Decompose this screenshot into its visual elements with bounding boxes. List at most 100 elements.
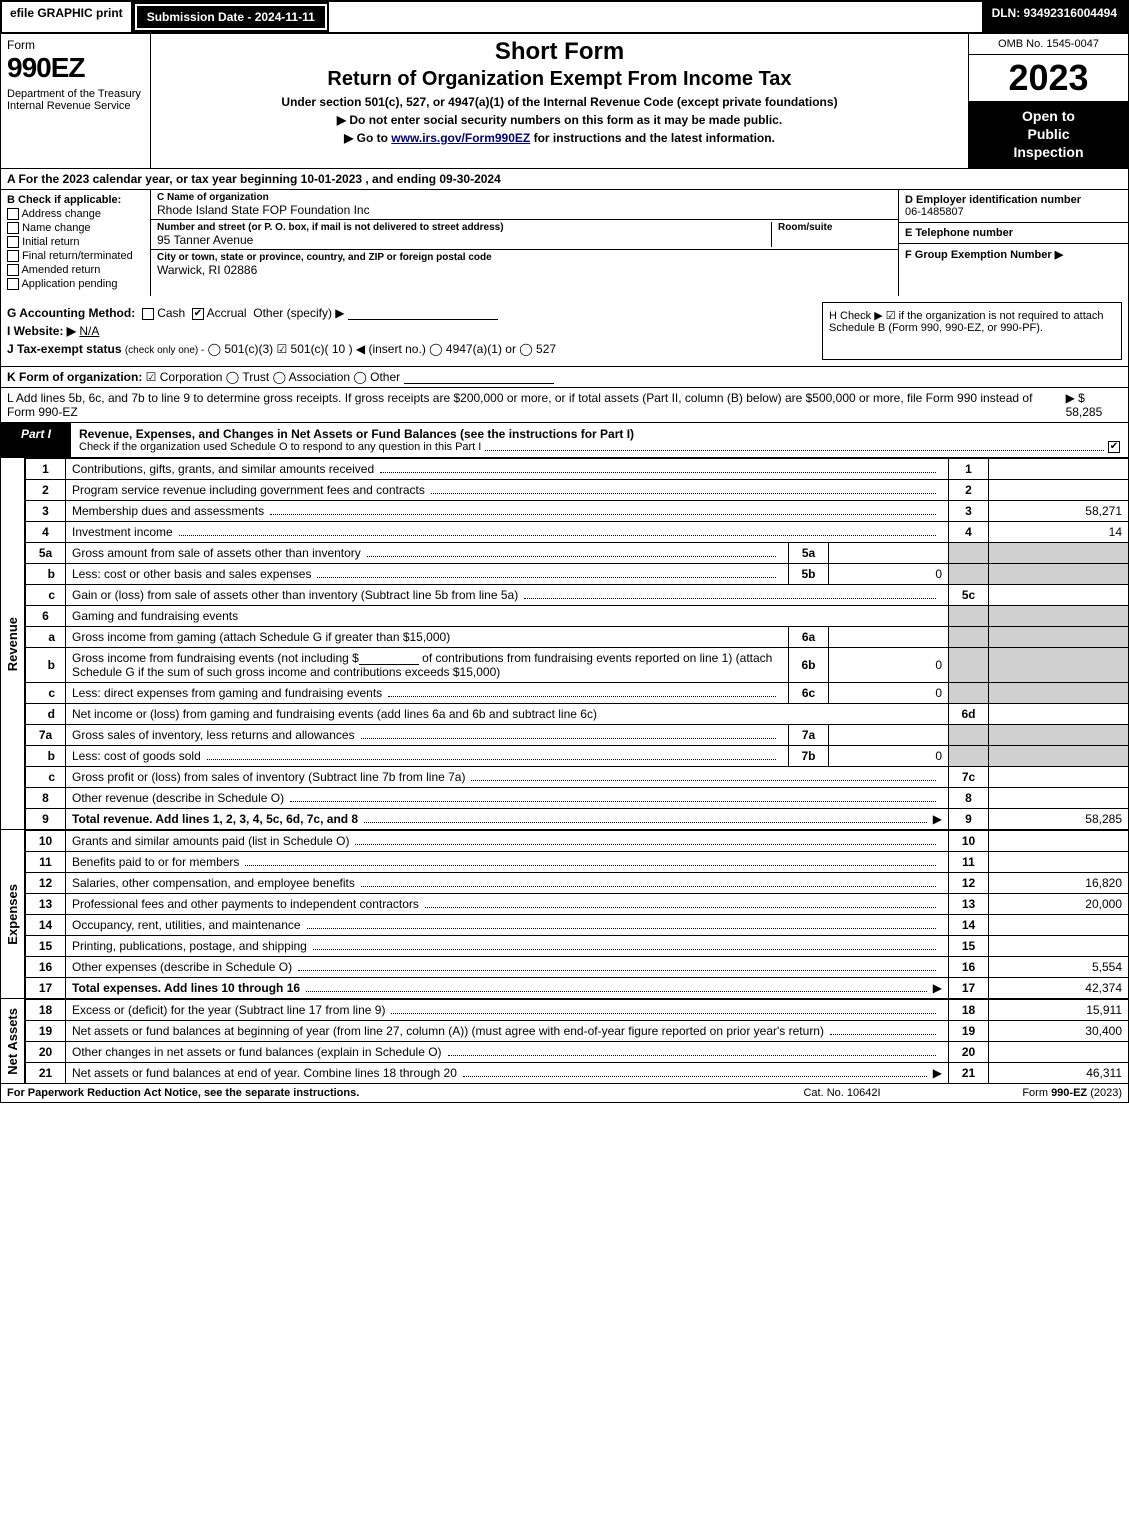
j-opts: ◯ 501(c)(3) ☑ 501(c)( 10 ) ◀ (insert no.…	[208, 342, 556, 356]
open-to-public: Open to Public Inspection	[969, 101, 1128, 168]
line-12: 12 Salaries, other compensation, and emp…	[26, 873, 1129, 894]
chk-cash[interactable]	[142, 308, 154, 320]
line-3: 3 Membership dues and assessments 3 58,2…	[26, 501, 1129, 522]
chk-final-return[interactable]: Final return/terminated	[7, 250, 144, 262]
section-j: J Tax-exempt status (check only one) - ◯…	[7, 342, 810, 356]
line-4: 4 Investment income 4 14	[26, 522, 1129, 543]
part-i-title-block: Revenue, Expenses, and Changes in Net As…	[71, 423, 1128, 457]
short-form-title: Short Form	[157, 38, 962, 66]
department-label: Department of the Treasury Internal Reve…	[7, 88, 144, 112]
chk-application-pending[interactable]: Application pending	[7, 278, 144, 290]
header-left: Form 990EZ Department of the Treasury In…	[1, 34, 151, 168]
chk-accrual[interactable]	[192, 308, 204, 320]
h-text: H Check ▶ ☑ if the organization is not r…	[829, 310, 1104, 334]
j-label: J Tax-exempt status	[7, 342, 122, 356]
city-block: City or town, state or province, country…	[151, 250, 898, 279]
k-other-input[interactable]	[404, 372, 554, 384]
room-label: Room/suite	[778, 222, 892, 233]
section-b: B Check if applicable: Address change Na…	[1, 190, 151, 297]
chk-initial-return[interactable]: Initial return	[7, 236, 144, 248]
line-13: 13 Professional fees and other payments …	[26, 894, 1129, 915]
section-e: E Telephone number	[899, 223, 1128, 244]
revenue-section: Revenue 1 Contributions, gifts, grants, …	[0, 458, 1129, 830]
line-18: 18 Excess or (deficit) for the year (Sub…	[26, 1000, 1129, 1021]
k-opts: ☑ Corporation ◯ Trust ◯ Association ◯ Ot…	[146, 370, 400, 384]
line-9: 9 Total revenue. Add lines 1, 2, 3, 4, 5…	[26, 809, 1129, 830]
arrow-icon: ▶	[933, 1066, 942, 1080]
ghi-left: G Accounting Method: Cash Accrual Other …	[1, 296, 816, 366]
section-l: L Add lines 5b, 6c, and 7b to line 9 to …	[0, 388, 1129, 423]
subtitle: Under section 501(c), 527, or 4947(a)(1)…	[157, 95, 962, 109]
group-exemption-label: F Group Exemption Number ▶	[905, 248, 1122, 261]
note2-post: for instructions and the latest informat…	[534, 131, 775, 145]
org-name-block: C Name of organization Rhode Island Stat…	[151, 190, 898, 220]
section-g: G Accounting Method: Cash Accrual Other …	[7, 306, 810, 320]
catalog-number: Cat. No. 10642I	[742, 1087, 942, 1099]
irs-link[interactable]: www.irs.gov/Form990EZ	[391, 131, 530, 145]
line-7b: b Less: cost of goods sold 7b 0	[26, 746, 1129, 767]
line-21: 21 Net assets or fund balances at end of…	[26, 1063, 1129, 1084]
note2-pre: ▶ Go to	[344, 131, 391, 145]
section-def: D Employer identification number 06-1485…	[898, 190, 1128, 297]
i-label: I Website: ▶	[7, 324, 76, 338]
line-6c: c Less: direct expenses from gaming and …	[26, 683, 1129, 704]
ssn-warning: ▶ Do not enter social security numbers o…	[157, 113, 962, 127]
section-i: I Website: ▶ N/A	[7, 324, 810, 338]
line-6d: d Net income or (loss) from gaming and f…	[26, 704, 1129, 725]
chk-amended-return[interactable]: Amended return	[7, 264, 144, 276]
k-label: K Form of organization:	[7, 370, 142, 384]
section-c: C Name of organization Rhode Island Stat…	[151, 190, 898, 297]
netassets-section: Net Assets 18 Excess or (deficit) for th…	[0, 999, 1129, 1084]
section-bcdef: B Check if applicable: Address change Na…	[0, 190, 1129, 297]
street-label: Number and street (or P. O. box, if mail…	[157, 222, 765, 233]
line-20: 20 Other changes in net assets or fund b…	[26, 1042, 1129, 1063]
main-title: Return of Organization Exempt From Incom…	[157, 68, 962, 91]
line-7c: c Gross profit or (loss) from sales of i…	[26, 767, 1129, 788]
irs-link-line: ▶ Go to www.irs.gov/Form990EZ for instru…	[157, 131, 962, 145]
website-value: N/A	[79, 324, 99, 338]
section-h: H Check ▶ ☑ if the organization is not r…	[822, 302, 1122, 360]
city-label: City or town, state or province, country…	[157, 252, 892, 263]
expenses-section: Expenses 10 Grants and similar amounts p…	[0, 830, 1129, 999]
part-i-dots	[485, 441, 1104, 451]
ein-value: 06-1485807	[905, 206, 1122, 218]
contrib-blank[interactable]	[359, 653, 419, 665]
line-5a: 5a Gross amount from sale of assets othe…	[26, 543, 1129, 564]
line-8: 8 Other revenue (describe in Schedule O)…	[26, 788, 1129, 809]
ein-label: D Employer identification number	[905, 194, 1122, 206]
l-text: L Add lines 5b, 6c, and 7b to line 9 to …	[7, 391, 1054, 419]
line-6a: a Gross income from gaming (attach Sched…	[26, 627, 1129, 648]
part-i-sub: Check if the organization used Schedule …	[79, 441, 481, 453]
efile-label[interactable]: efile GRAPHIC print	[2, 2, 133, 32]
part-i-label: Part I	[1, 423, 71, 457]
other-specify-input[interactable]	[348, 308, 498, 320]
line-1: 1 Contributions, gifts, grants, and simi…	[26, 459, 1129, 480]
line-7a: 7a Gross sales of inventory, less return…	[26, 725, 1129, 746]
line-10: 10 Grants and similar amounts paid (list…	[26, 831, 1129, 852]
omb-number: OMB No. 1545-0047	[969, 34, 1128, 55]
line-11: 11 Benefits paid to or for members 11	[26, 852, 1129, 873]
side-expenses: Expenses	[1, 830, 25, 999]
tax-year: 2023	[969, 55, 1128, 101]
header-right: OMB No. 1545-0047 2023 Open to Public In…	[968, 34, 1128, 168]
line-15: 15 Printing, publications, postage, and …	[26, 936, 1129, 957]
top-bar: efile GRAPHIC print Submission Date - 20…	[0, 0, 1129, 34]
chk-schedule-o[interactable]	[1108, 441, 1120, 453]
l-amount: ▶ $ 58,285	[1066, 391, 1122, 419]
line-19: 19 Net assets or fund balances at beginn…	[26, 1021, 1129, 1042]
j-sub: (check only one) -	[125, 345, 204, 356]
section-f: F Group Exemption Number ▶	[899, 244, 1128, 265]
street-row: Number and street (or P. O. box, if mail…	[151, 220, 898, 250]
chk-name-change[interactable]: Name change	[7, 222, 144, 234]
phone-label: E Telephone number	[905, 227, 1122, 239]
header-center: Short Form Return of Organization Exempt…	[151, 34, 968, 168]
arrow-icon: ▶	[933, 981, 942, 995]
street-value: 95 Tanner Avenue	[157, 233, 765, 247]
netassets-table: 18 Excess or (deficit) for the year (Sub…	[25, 999, 1129, 1084]
line-5b: b Less: cost or other basis and sales ex…	[26, 564, 1129, 585]
part-i-title: Revenue, Expenses, and Changes in Net As…	[79, 427, 1120, 441]
chk-address-change[interactable]: Address change	[7, 208, 144, 220]
city-value: Warwick, RI 02886	[157, 263, 892, 277]
b-header: B Check if applicable:	[7, 194, 144, 206]
line-16: 16 Other expenses (describe in Schedule …	[26, 957, 1129, 978]
